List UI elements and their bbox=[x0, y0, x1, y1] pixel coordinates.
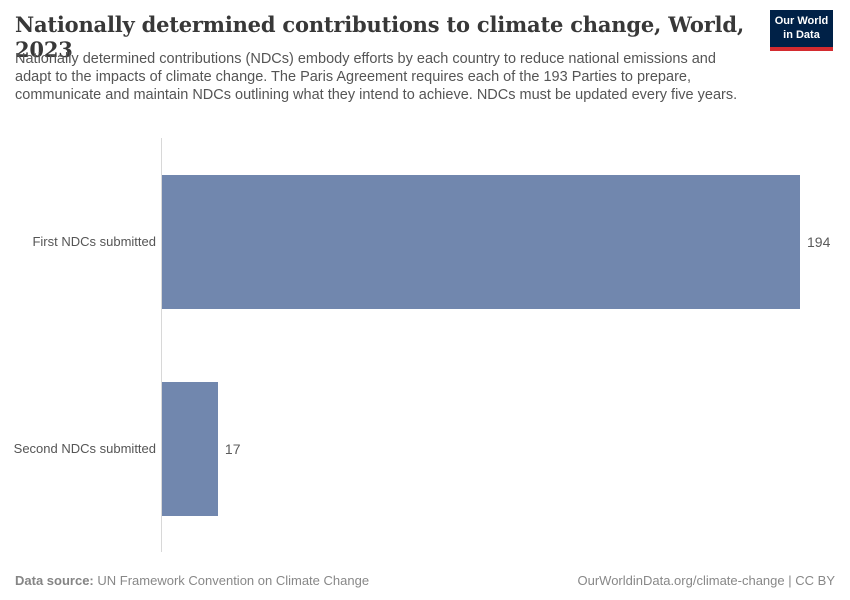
bar-label: Second NDCs submitted bbox=[13, 441, 156, 456]
bar-value: 194 bbox=[807, 233, 831, 250]
data-source: Data source: UN Framework Convention on … bbox=[15, 573, 369, 588]
chart-subtitle: Nationally determined contributions (NDC… bbox=[15, 51, 738, 103]
bar-label: First NDCs submitted bbox=[32, 234, 156, 249]
footer-separator: | bbox=[788, 573, 792, 588]
bar-value: 17 bbox=[224, 440, 241, 457]
bar-chart-rows: First NDCs submitted 194 Second NDCs submi… bbox=[0, 138, 850, 552]
y-axis-line bbox=[161, 138, 162, 552]
bar-track: 194 bbox=[162, 138, 850, 345]
bar-row: First NDCs submitted 194 bbox=[0, 138, 850, 345]
bar-chart: First NDCs submitted 194 Second NDCs submi… bbox=[0, 138, 850, 552]
data-source-label: Data source: bbox=[15, 573, 94, 588]
bar[interactable] bbox=[162, 174, 800, 309]
owid-logo-line1: Our World bbox=[774, 15, 829, 27]
bar-track: 17 bbox=[162, 345, 850, 552]
bar[interactable] bbox=[162, 381, 218, 516]
owid-logo-line2: in Data bbox=[783, 28, 820, 41]
data-source-value: UN Framework Convention on Climate Chang… bbox=[97, 573, 370, 588]
chart-title: Nationally determined contributions to c… bbox=[15, 12, 744, 63]
footer-license: CC BY bbox=[795, 573, 835, 588]
footer-url: OurWorldinData.org/climate-change bbox=[577, 573, 785, 588]
bar-row: Second NDCs submitted 17 bbox=[0, 345, 850, 552]
chart-footer: Data source: UN Framework Convention on … bbox=[15, 573, 835, 588]
owid-logo: Our World in Data bbox=[770, 10, 833, 51]
footer-attribution: OurWorldinData.org/climate-change | CC B… bbox=[577, 573, 835, 588]
